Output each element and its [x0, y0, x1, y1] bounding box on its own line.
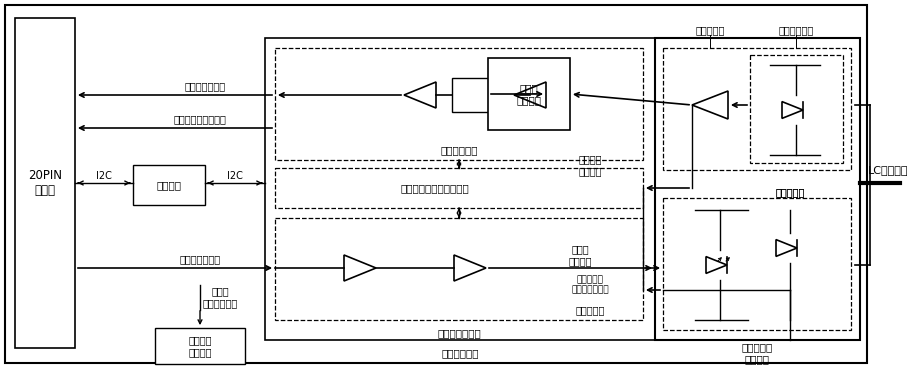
Text: LC光纤跳线: LC光纤跳线 [868, 165, 907, 175]
Bar [452, 78, 504, 112]
Bar [750, 55, 843, 163]
Bar [275, 168, 643, 208]
Text: 跨阻放大器: 跨阻放大器 [696, 25, 725, 35]
Text: I2C: I2C [96, 171, 112, 181]
Text: 限幅放大单元: 限幅放大单元 [440, 145, 478, 155]
Text: I2C: I2C [227, 171, 243, 181]
Text: 光收发模块
接口组件: 光收发模块 接口组件 [741, 342, 773, 364]
Text: 微控制器: 微控制器 [157, 180, 181, 190]
Text: 接收端信号丢失指示: 接收端信号丢失指示 [173, 114, 227, 124]
Text: 背光二极管: 背光二极管 [775, 187, 805, 197]
Bar [488, 58, 570, 130]
Bar [663, 48, 851, 170]
Text: 激光器输出
光功率监控信号: 激光器输出 光功率监控信号 [571, 275, 609, 295]
Text: 激光器驱动单元: 激光器驱动单元 [437, 328, 481, 338]
Text: 激光器
驱动信号: 激光器 驱动信号 [569, 244, 591, 266]
Text: 贝塞尔
滤波单元: 贝塞尔 滤波单元 [516, 83, 541, 105]
Text: 接收信号
强度指示: 接收信号 强度指示 [579, 154, 601, 176]
Bar [265, 38, 655, 340]
Text: 光检测二极管: 光检测二极管 [778, 25, 814, 35]
Text: 收发一体芯片: 收发一体芯片 [441, 348, 479, 358]
Text: 芯片配置及信号采样单元: 芯片配置及信号采样单元 [401, 183, 470, 193]
Text: 模块失效
判决单元: 模块失效 判决单元 [189, 335, 211, 357]
Text: 20PIN
电接口: 20PIN 电接口 [28, 169, 62, 197]
Bar [663, 198, 851, 330]
Text: 背光二极管: 背光二极管 [775, 187, 805, 197]
Text: 发送端
失效指示信号: 发送端 失效指示信号 [202, 286, 238, 308]
Text: 激光二极管: 激光二极管 [575, 305, 605, 315]
Text: 发送端输入信号: 发送端输入信号 [180, 254, 220, 264]
Text: 接收端输出信号: 接收端输出信号 [184, 81, 226, 91]
Bar [155, 328, 245, 364]
Bar [275, 48, 643, 160]
Bar [655, 38, 860, 340]
Bar [275, 218, 643, 320]
Bar [133, 165, 205, 205]
Bar [15, 18, 75, 348]
